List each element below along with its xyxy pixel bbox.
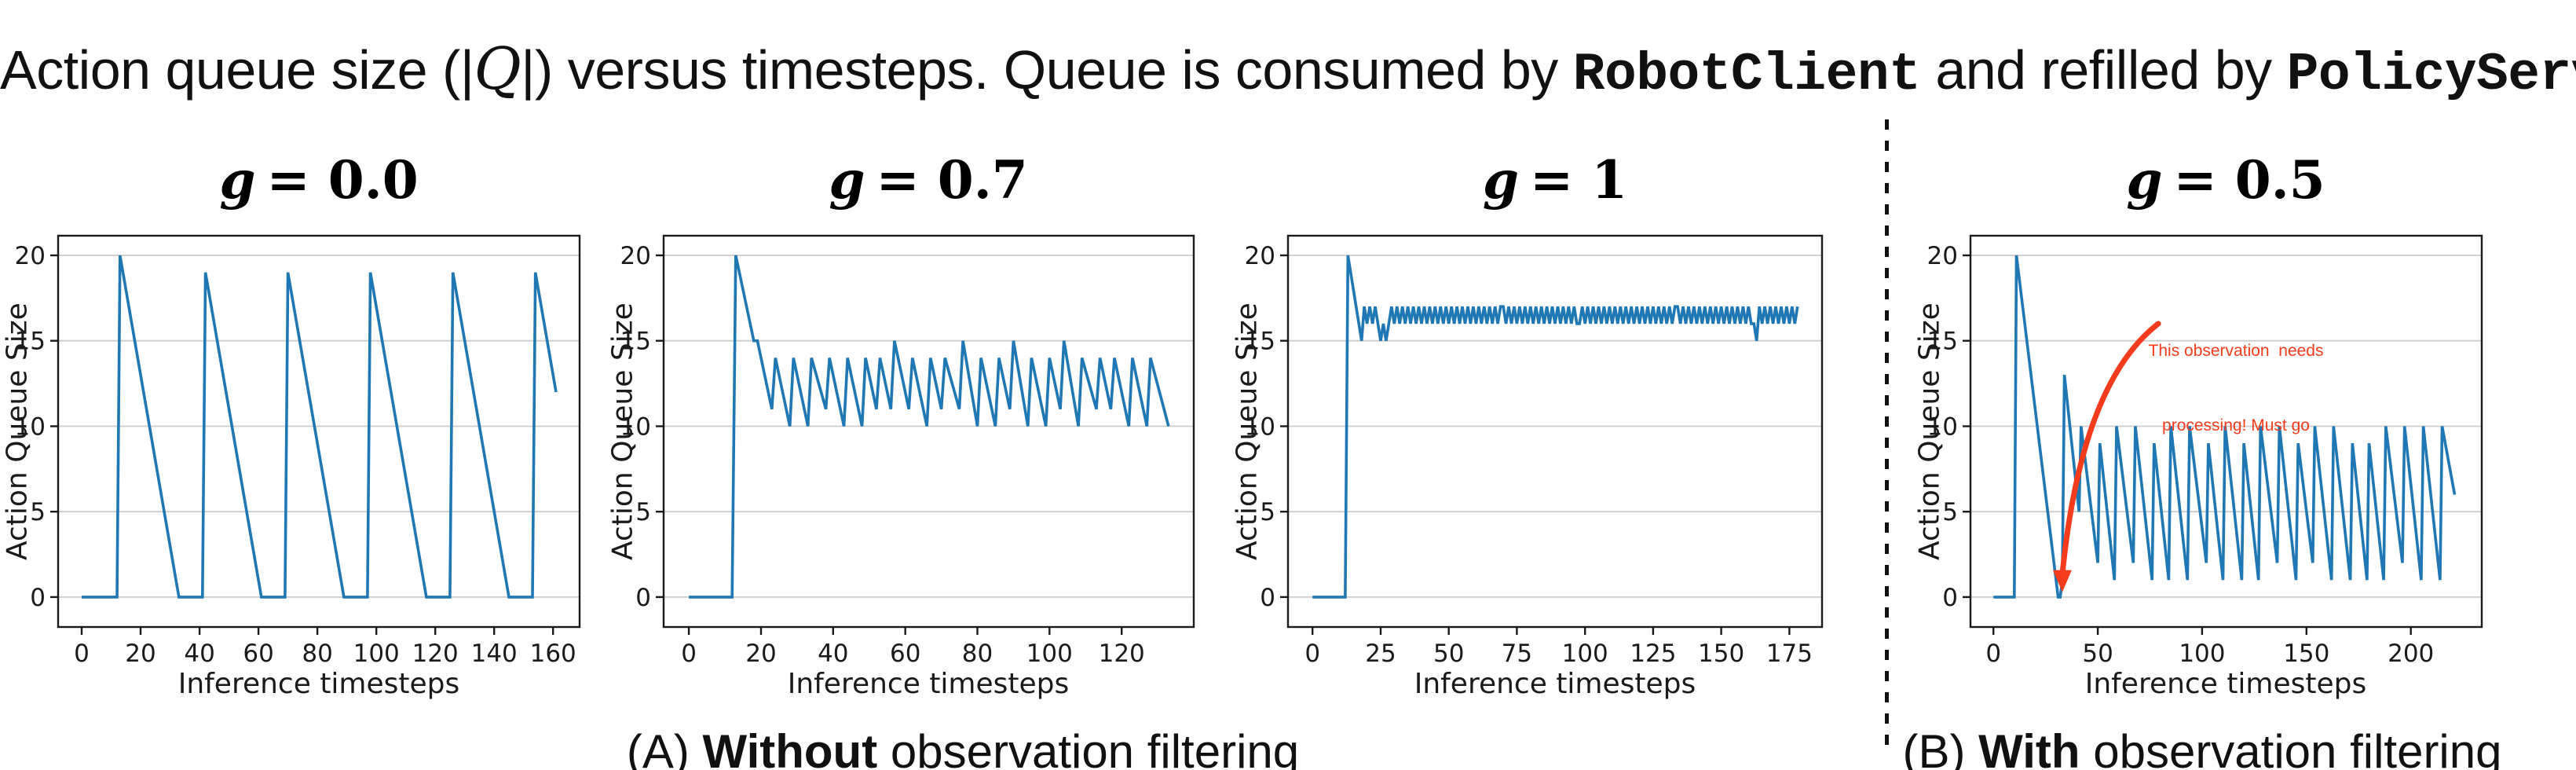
x-tick-label: 25 [1365, 640, 1396, 668]
y-tick-label: 0 [30, 584, 46, 612]
y-tick-label: 20 [1245, 242, 1275, 270]
caption-b-emphasis: With [1978, 725, 2080, 770]
y-tick-label: 10 [1927, 413, 1958, 442]
y-tick-label: 10 [620, 413, 651, 442]
x-tick-label: 80 [302, 640, 332, 668]
y-tick-label: 5 [1260, 498, 1275, 526]
x-axis-label-3: Inference timesteps [1414, 668, 1696, 700]
caption-b-prefix: (B) [1902, 725, 1979, 770]
y-axis-label-1: Action Queue Size [1, 302, 34, 560]
y-axis-label-3: Action Queue Size [1231, 302, 1264, 560]
y-axis-label-2: Action Queue Size [606, 302, 639, 560]
y-tick-label: 5 [1942, 498, 1958, 526]
title-text-1: Action queue size (| [0, 39, 474, 101]
g-value: = 0.5 [2173, 149, 2325, 211]
x-tick-label: 0 [74, 640, 90, 668]
caption-b: (B) With observation filtering [1849, 724, 2556, 770]
x-tick-label: 40 [184, 640, 214, 668]
x-axis-label-1: Inference timesteps [177, 668, 460, 700]
x-tick-label: 20 [125, 640, 156, 668]
y-tick-label: 10 [1245, 413, 1275, 442]
annotation-arrow [2059, 321, 2161, 578]
x-tick-label: 160 [530, 640, 576, 668]
caption-a-rest: observation filtering [877, 725, 1300, 770]
caption-a-prefix: (A) [626, 725, 703, 770]
x-tick-label: 60 [243, 640, 273, 668]
x-tick-label: 120 [412, 640, 459, 668]
queue-size-line [82, 255, 558, 599]
y-tick-label: 20 [1927, 242, 1958, 270]
caption-b-rest: observation filtering [2080, 725, 2502, 770]
x-tick-label: 50 [1433, 640, 1464, 668]
y-tick-label: 15 [1927, 328, 1958, 356]
x-tick-label: 100 [1562, 640, 1608, 668]
dashed-divider [1885, 119, 1889, 746]
axes-frame [1286, 234, 1824, 629]
y-tick-label: 20 [15, 242, 46, 270]
g-variable: g [1482, 149, 1519, 211]
panel-title-g1: g = 1 [1335, 149, 1775, 211]
x-tick-label: 60 [890, 640, 920, 668]
y-tick-label: 15 [15, 328, 46, 356]
y-tick-label: 15 [1245, 328, 1275, 356]
x-tick-label: 150 [1698, 640, 1744, 668]
y-tick-label: 10 [15, 413, 46, 442]
x-tick-label: 0 [1985, 640, 2001, 668]
axes-frame [1969, 234, 2483, 629]
title-text-3: and refilled by [1920, 39, 2287, 101]
y-tick-label: 0 [635, 584, 651, 612]
axes-frame [662, 234, 1195, 629]
y-tick-label: 20 [620, 242, 651, 270]
panel-title-g05: g = 0.5 [2006, 149, 2446, 211]
g-variable: g [219, 149, 256, 211]
y-tick-label: 0 [1942, 584, 1958, 612]
x-tick-label: 150 [2283, 640, 2329, 668]
panel-title-g07: g = 0.7 [708, 149, 1148, 211]
x-tick-label: 0 [681, 640, 697, 668]
x-tick-label: 20 [745, 640, 776, 668]
y-tick-label: 5 [30, 498, 46, 526]
x-tick-label: 125 [1630, 640, 1676, 668]
math-q-symbol: Q [474, 36, 521, 103]
annotation-arrowhead [2052, 570, 2072, 592]
queue-size-line [1312, 255, 1799, 599]
caption-a: (A) Without observation filtering [609, 724, 1316, 770]
title-text-2: |) versus timesteps. Queue is consumed b… [521, 39, 1573, 101]
queue-size-line [689, 255, 1170, 599]
annotation-callout: This observation needs processing! Must … [2146, 289, 2326, 487]
x-tick-label: 100 [2179, 640, 2225, 668]
figure-title: Action queue size (|Q|) versus timesteps… [0, 36, 2576, 105]
policy-server-code: PolicyServer [2286, 45, 2576, 105]
panel-title-g00: g = 0.0 [99, 149, 539, 211]
y-tick-label: 15 [620, 328, 651, 356]
caption-a-emphasis: Without [702, 725, 878, 770]
x-tick-label: 100 [353, 640, 400, 668]
annotation-line-2: processing! Must go [2162, 416, 2310, 434]
g-value: = 0.7 [876, 149, 1028, 211]
g-variable: g [2126, 149, 2163, 211]
annotation-line-1: This observation needs [2148, 342, 2324, 360]
y-tick-label: 0 [1260, 584, 1275, 612]
y-tick-label: 5 [635, 498, 651, 526]
x-tick-label: 0 [1304, 640, 1320, 668]
x-tick-label: 175 [1766, 640, 1813, 668]
axes-frame [57, 234, 581, 629]
y-axis-label-4: Action Queue Size [1913, 302, 1946, 560]
x-axis-label-4: Inference timesteps [2084, 668, 2367, 700]
x-tick-label: 100 [1026, 640, 1073, 668]
x-tick-label: 50 [2082, 640, 2113, 668]
x-tick-label: 75 [1502, 640, 1532, 668]
g-value: = 0.0 [266, 149, 419, 211]
g-value: = 1 [1529, 149, 1628, 211]
x-tick-label: 40 [818, 640, 848, 668]
robot-client-code: RobotClient [1572, 45, 1921, 105]
x-tick-label: 140 [471, 640, 518, 668]
x-axis-label-2: Inference timesteps [787, 668, 1070, 700]
g-variable: g [829, 149, 865, 211]
x-tick-label: 200 [2388, 640, 2434, 668]
x-tick-label: 80 [962, 640, 993, 668]
x-tick-label: 120 [1099, 640, 1145, 668]
